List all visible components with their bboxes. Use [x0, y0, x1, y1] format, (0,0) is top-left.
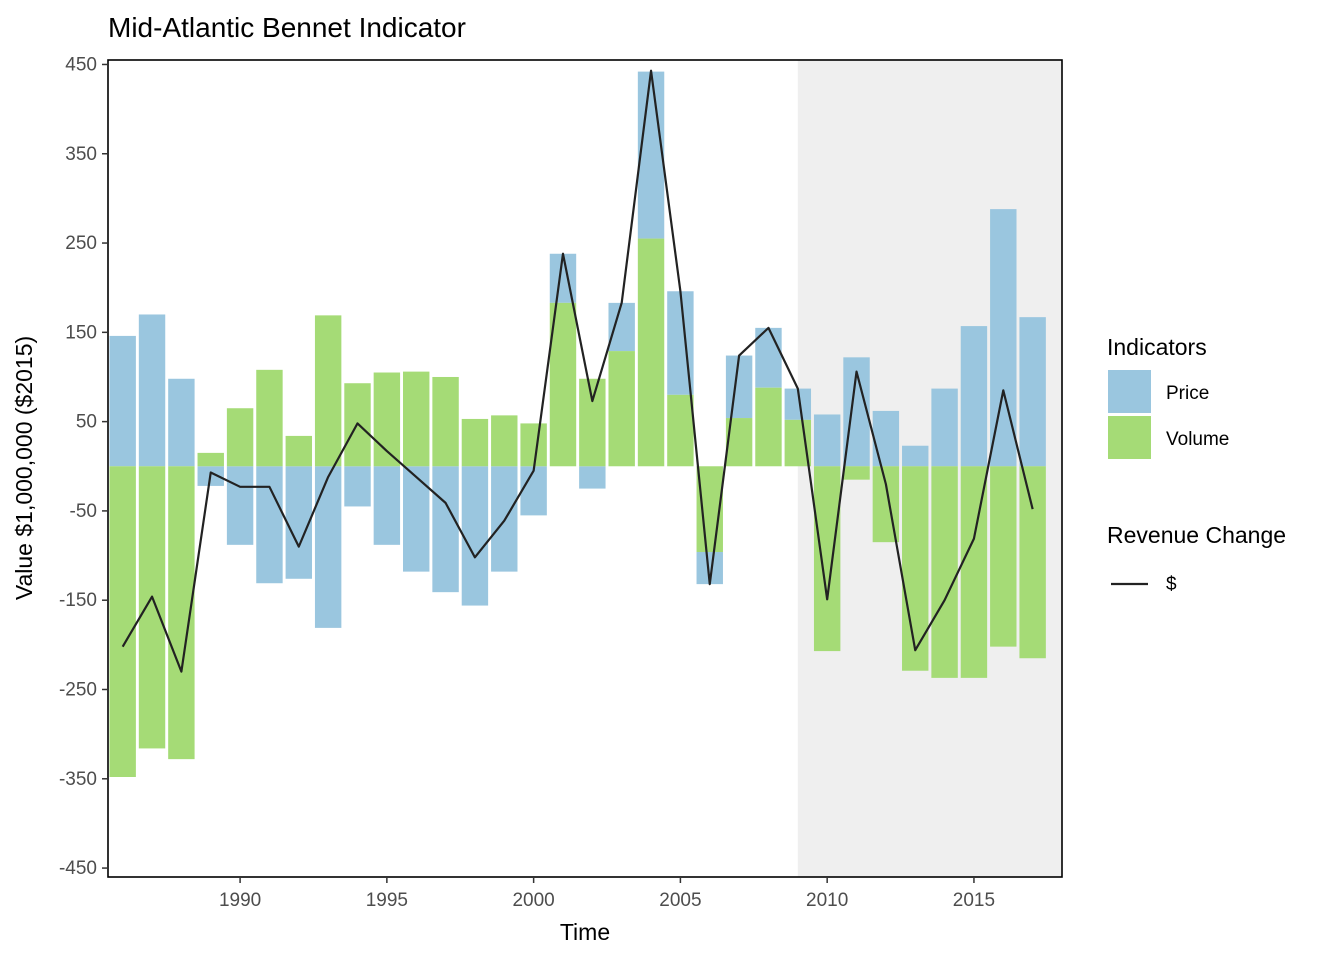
price-bar-1987 [138, 314, 166, 467]
legend: Indicators Price Volume Revenue Change $ [1107, 334, 1286, 595]
y-axis: 450 350 250 150 50 -50 -150 -250 -350 -450 [59, 54, 108, 879]
volume-bar-1996 [403, 371, 430, 467]
price-bar-1988 [168, 378, 195, 467]
volume-bar-1998 [461, 418, 489, 467]
price-bar-2015 [960, 326, 988, 467]
chart-title: Mid-Atlantic Bennet Indicator [108, 12, 466, 43]
y-tick-label: -50 [70, 501, 97, 522]
price-bar-2007 [725, 355, 753, 419]
volume-bars [109, 238, 1046, 777]
x-axis: 1990 1995 2000 2005 2010 2015 [219, 877, 995, 911]
y-tick-label: 50 [76, 412, 97, 433]
volume-bar-2010 [813, 466, 841, 652]
volume-bar-1992 [285, 435, 313, 467]
price-bar-1992 [285, 466, 313, 579]
x-tick-label: 2010 [806, 890, 848, 911]
volume-bar-2003 [608, 351, 635, 467]
volume-bar-2016 [990, 466, 1017, 647]
plot-border [107, 59, 1063, 878]
volume-bar-2011 [843, 466, 870, 480]
volume-bar-1997 [432, 376, 459, 467]
legend-key-volume [1108, 416, 1151, 459]
price-bar-1990 [226, 466, 254, 545]
y-tick-label: 350 [65, 144, 97, 165]
volume-bar-2013 [902, 466, 929, 671]
price-bar-1996 [403, 466, 430, 572]
y-tick-label: -450 [59, 858, 97, 879]
y-tick-label: 450 [65, 54, 97, 75]
price-bar-2008 [755, 327, 782, 388]
volume-bar-1999 [491, 415, 518, 467]
volume-bar-2014 [931, 466, 958, 678]
revenue-change-line [121, 69, 1034, 673]
x-tick-label: 2005 [659, 890, 701, 911]
legend-fill-title: Indicators [1107, 334, 1207, 360]
price-bar-2017 [1019, 317, 1046, 467]
x-tick-label: 2000 [512, 890, 554, 911]
x-tick-label: 1995 [366, 890, 408, 911]
price-bar-1997 [432, 466, 459, 593]
legend-label-price: Price [1166, 383, 1209, 404]
price-bar-1991 [256, 466, 283, 584]
price-bar-2002 [579, 466, 606, 489]
price-bar-2000 [520, 466, 547, 516]
legend-line-title: Revenue Change [1107, 522, 1286, 548]
price-bar-2013 [902, 445, 929, 467]
volume-bar-2004 [637, 238, 665, 467]
price-bar-2010 [813, 414, 841, 467]
volume-bar-1986 [109, 466, 136, 777]
projection-shaded-region [797, 60, 1062, 877]
price-bar-1994 [344, 466, 371, 507]
volume-bar-2002 [579, 378, 606, 467]
price-bar-2003 [608, 302, 635, 352]
price-bar-1998 [461, 466, 489, 606]
y-tick-label: -350 [59, 769, 97, 790]
x-tick-label: 2015 [953, 890, 995, 911]
x-axis-title: Time [560, 919, 610, 945]
legend-label-volume: Volume [1166, 429, 1229, 450]
volume-bar-2015 [960, 466, 988, 678]
volume-bar-1991 [256, 369, 283, 467]
volume-bar-2005 [667, 394, 694, 467]
y-tick-label: -250 [59, 679, 97, 700]
volume-bar-2001 [549, 302, 577, 467]
volume-bar-1987 [138, 466, 166, 749]
price-bar-1995 [373, 466, 401, 545]
x-tick-label: 1990 [219, 890, 261, 911]
price-bar-1993 [314, 466, 342, 628]
y-tick-label: -150 [59, 590, 97, 611]
price-bar-2004 [637, 71, 665, 239]
price-bar-1986 [109, 335, 136, 467]
volume-bar-1990 [226, 408, 254, 467]
y-tick-label: 150 [65, 322, 97, 343]
volume-bar-1993 [314, 315, 342, 467]
price-bar-2012 [872, 410, 900, 467]
volume-bar-2017 [1019, 466, 1046, 659]
price-bar-2014 [931, 388, 958, 467]
legend-key-price [1108, 370, 1151, 413]
y-tick-label: 250 [65, 233, 97, 254]
volume-bar-2008 [755, 387, 782, 467]
volume-bar-2000 [520, 423, 547, 467]
volume-bar-1989 [197, 452, 224, 467]
legend-label-revenue: $ [1166, 574, 1177, 595]
plot-area [107, 59, 1063, 878]
y-axis-title: Value $1,000,000 ($2015) [11, 336, 37, 600]
